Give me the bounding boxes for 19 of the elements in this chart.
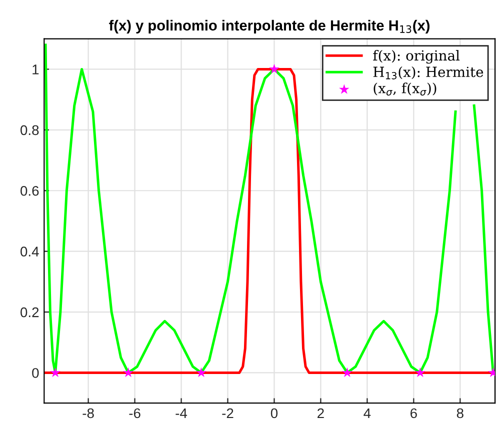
- x-tick-label: 0: [270, 408, 278, 418]
- y-tick-label: 0.6: [20, 186, 39, 196]
- x-tick-label: 8: [456, 408, 464, 418]
- x-tick-label: -4: [176, 408, 188, 418]
- y-tick-label: 0: [32, 368, 39, 378]
- legend-label: H$_{13}$(x): Hermite: [373, 66, 484, 80]
- x-tick-label: -6: [129, 408, 140, 418]
- x-tick-label: -2: [222, 408, 234, 418]
- y-tick-label: 1: [32, 64, 39, 74]
- legend-label: (x$_{σ}$, f(x$_{σ}$)): [374, 82, 436, 96]
- legend-label: f(x): original: [373, 50, 460, 64]
- y-tick-label: 0.2: [20, 307, 39, 318]
- x-tick-label: -8: [82, 408, 94, 418]
- chart-title: f(x) y polinomio interpolante de Hermite H$_{13}$(x): [109, 20, 430, 34]
- x-tick-label: 4: [364, 408, 371, 418]
- x-tick-label: 2: [318, 408, 324, 418]
- y-tick-label: 0.4: [20, 246, 39, 256]
- x-tick-label: 6: [410, 408, 417, 418]
- y-tick-label: 0.8: [20, 125, 39, 136]
